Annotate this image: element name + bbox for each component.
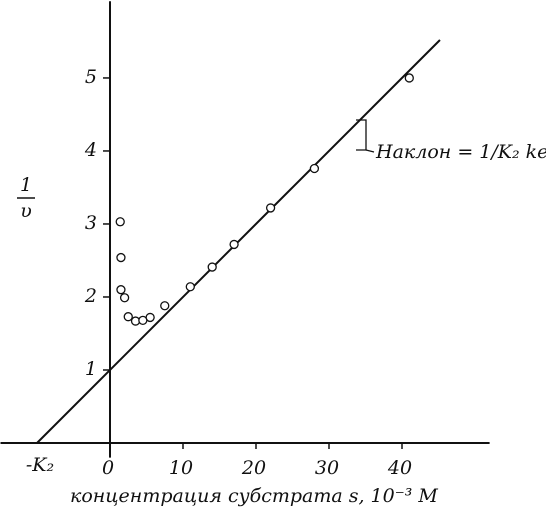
data-point	[123, 312, 133, 322]
data-point	[160, 301, 170, 311]
y-tick-label: 4	[84, 139, 97, 161]
intercept-label: -K₂	[26, 454, 54, 476]
y-label-denominator: υ	[20, 200, 32, 222]
data-point	[119, 293, 130, 303]
data-point	[115, 217, 125, 227]
x-axis-label: концентрация субстрата s, 10⁻³ М	[70, 485, 438, 507]
data-point	[207, 262, 217, 272]
y-label-numerator: 1	[20, 174, 32, 196]
x-tick-label: 30	[315, 457, 339, 479]
annotation: Наклон = 1/K₂ ke₀	[375, 141, 546, 163]
data-point	[185, 282, 195, 292]
x-tick-label: 0	[102, 457, 114, 479]
fit-line	[36, 39, 441, 444]
data-point	[309, 163, 320, 174]
leader-line	[365, 149, 375, 153]
data-point	[116, 285, 126, 295]
data-point	[229, 239, 239, 250]
x-tick-label: 40	[387, 457, 412, 479]
data-point	[404, 73, 414, 83]
x-tick-label: 10	[169, 457, 193, 479]
data-point	[145, 312, 155, 323]
y-tick-label: 1	[85, 358, 97, 380]
y-tick-label: 2	[84, 285, 97, 307]
data-point	[265, 203, 276, 213]
y-tick-label: 3	[85, 212, 97, 234]
x-tick-label: 20	[241, 457, 266, 479]
slope-bracket	[356, 119, 367, 151]
y-tick-label: 5	[85, 66, 97, 88]
data-point	[116, 252, 126, 263]
